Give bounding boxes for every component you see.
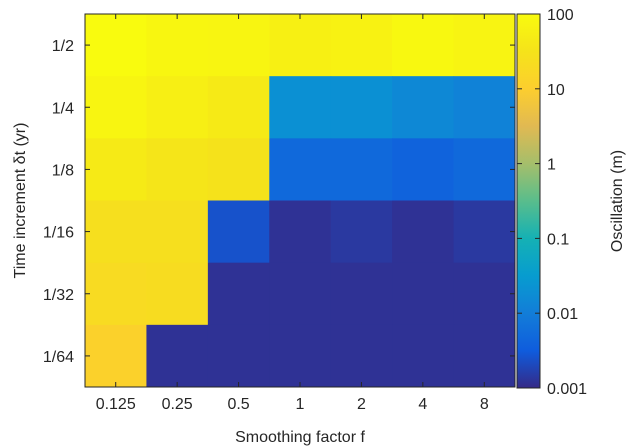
colorbar-label: Oscillation (m) bbox=[609, 150, 626, 252]
heatmap-cell bbox=[207, 324, 270, 388]
heatmap-cell bbox=[453, 138, 516, 201]
heatmap-cell bbox=[146, 14, 209, 77]
heatmap-cell bbox=[269, 324, 332, 388]
colorbar-tick-label: 0.1 bbox=[547, 231, 569, 248]
x-tick-label: 2 bbox=[357, 396, 366, 413]
heatmap-cell bbox=[269, 76, 332, 139]
heatmap-cell bbox=[207, 138, 270, 201]
heatmap-cell bbox=[146, 324, 209, 388]
heatmap-cell bbox=[330, 324, 393, 388]
heatmap-cell bbox=[207, 200, 270, 264]
heatmap-cell bbox=[453, 262, 516, 326]
heatmap-cell bbox=[85, 138, 147, 201]
heatmap-cell bbox=[269, 138, 332, 201]
heatmap-cell bbox=[392, 14, 455, 77]
y-axis-label: Time increment δt (yr) bbox=[12, 123, 29, 279]
x-tick-label: 0.5 bbox=[227, 396, 249, 413]
y-ticks: 1/2 1/4 1/8 1/16 1/32 1/64 bbox=[43, 38, 515, 366]
x-tick-label: 1 bbox=[296, 396, 305, 413]
heatmap-cell bbox=[85, 76, 147, 139]
heatmap-cell bbox=[330, 14, 393, 77]
x-tick-label: 4 bbox=[418, 396, 427, 413]
x-ticks: 0.125 0.25 0.5 1 2 4 8 bbox=[96, 14, 489, 413]
colorbar-tick-label: 100 bbox=[547, 7, 574, 24]
heatmap-cell bbox=[146, 262, 209, 326]
heatmap-cell bbox=[392, 324, 455, 388]
x-tick-label: 0.25 bbox=[162, 396, 193, 413]
heatmap-cell bbox=[269, 14, 332, 77]
x-tick-label: 8 bbox=[480, 396, 489, 413]
heatmap-cell bbox=[207, 76, 270, 139]
heatmap-cell bbox=[207, 262, 270, 326]
heatmap-cell bbox=[269, 200, 332, 264]
heatmap-cell bbox=[392, 138, 455, 201]
heatmap-cell bbox=[330, 200, 393, 264]
heatmap-cell bbox=[85, 200, 147, 264]
heatmap-cell bbox=[453, 76, 516, 139]
colorbar-tick-label: 0.001 bbox=[547, 381, 587, 398]
heatmap-cell bbox=[85, 14, 147, 77]
y-tick-label: 1/4 bbox=[52, 100, 74, 117]
colorbar-tick-label: 0.01 bbox=[547, 306, 578, 323]
heatmap-cell bbox=[392, 76, 455, 139]
x-axis-label: Smoothing factor f bbox=[235, 429, 365, 446]
heatmap-cell bbox=[330, 262, 393, 326]
heatmap-cell bbox=[146, 200, 209, 264]
heatmap-cell bbox=[392, 262, 455, 326]
heatmap-cell bbox=[453, 200, 516, 264]
y-tick-label: 1/16 bbox=[43, 225, 74, 242]
y-tick-label: 1/64 bbox=[43, 349, 74, 366]
heatmap-cell bbox=[392, 200, 455, 264]
x-tick-label: 0.125 bbox=[96, 396, 136, 413]
y-tick-label: 1/32 bbox=[43, 287, 74, 304]
heatmap-cell bbox=[330, 138, 393, 201]
heatmap-cell bbox=[453, 324, 516, 388]
y-tick-label: 1/2 bbox=[52, 38, 74, 55]
heatmap-cell bbox=[453, 14, 516, 77]
heatmap-cell bbox=[146, 76, 209, 139]
heatmap-cell bbox=[207, 14, 270, 77]
heatmap-cells bbox=[85, 14, 516, 388]
colorbar-tick-label: 10 bbox=[547, 82, 565, 99]
colorbar bbox=[516, 13, 541, 389]
colorbar-ticks: 0.001 0.01 0.1 1 10 100 bbox=[517, 7, 587, 398]
y-tick-label: 1/8 bbox=[52, 162, 74, 179]
heatmap-cell bbox=[85, 324, 147, 388]
heatmap-cell bbox=[330, 76, 393, 139]
heatmap-cell bbox=[146, 138, 209, 201]
heatmap-cell bbox=[85, 262, 147, 326]
colorbar-tick-label: 1 bbox=[547, 157, 556, 174]
heatmap-cell bbox=[269, 262, 332, 326]
